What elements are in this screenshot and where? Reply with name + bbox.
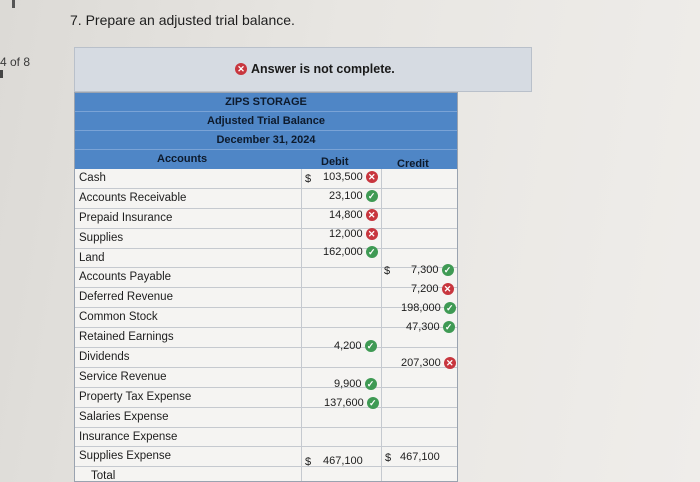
checkmark-icon: ✓ — [366, 397, 379, 409]
debit-cell[interactable]: 162,000 ✓ — [323, 246, 378, 258]
checkmark-icon: ✓ — [365, 246, 378, 258]
credit-value: 7,200 — [411, 283, 439, 295]
debit-cell[interactable]: 103,500 ✕ — [323, 171, 378, 183]
account-name[interactable]: Common Stock — [79, 311, 158, 324]
page-counter-bar — [0, 70, 3, 78]
account-name[interactable]: Service Revenue — [79, 370, 167, 383]
checkmark-icon: ✓ — [364, 340, 377, 352]
table-row: Land — [75, 249, 457, 269]
answer-status-message: ✕ Answer is not complete. — [235, 62, 395, 76]
account-name[interactable]: Total — [91, 470, 116, 482]
account-name[interactable]: Property Tax Expense — [79, 390, 192, 403]
total-debit-dollar-sign: $ — [305, 456, 312, 468]
table-row: Total — [75, 467, 457, 482]
credit-column-header: Credit — [397, 158, 429, 170]
table-header: ZIPS STORAGE Adjusted Trial Balance Dece… — [75, 93, 457, 170]
account-name[interactable]: Supplies — [79, 231, 124, 244]
accounts-column-header: Accounts — [157, 153, 208, 165]
statement-date: December 31, 2024 — [75, 131, 457, 150]
total-debit-value: 467,100 — [323, 455, 363, 467]
credit-value: 7,300 — [411, 264, 439, 276]
debit-cell[interactable]: 14,800 ✕ — [329, 209, 378, 221]
company-name: ZIPS STORAGE — [75, 93, 457, 112]
trial-balance-table: ZIPS STORAGE Adjusted Trial Balance Dece… — [74, 92, 458, 482]
table-row: Cash — [75, 169, 457, 189]
account-name[interactable]: Prepaid Insurance — [79, 211, 173, 224]
debit-value: 4,200 — [334, 340, 362, 352]
incorrect-icon: ✕ — [365, 228, 378, 240]
credit-value: 47,300 — [406, 321, 440, 333]
credit-value: 198,000 — [401, 302, 441, 314]
answer-status-banner: ✕ Answer is not complete. — [74, 47, 532, 92]
account-name[interactable]: Accounts Receivable — [79, 191, 187, 204]
table-row: Property Tax Expense — [75, 388, 457, 408]
debit-value: 12,000 — [329, 228, 363, 240]
incorrect-icon: ✕ — [441, 283, 454, 295]
debit-value: 14,800 — [329, 209, 363, 221]
account-name[interactable]: Supplies Expense — [79, 450, 172, 463]
account-name[interactable]: Insurance Expense — [79, 430, 178, 443]
debit-value: 137,600 — [324, 397, 364, 409]
debit-value: 162,000 — [323, 246, 363, 258]
table-row: Prepaid Insurance — [75, 209, 457, 229]
page-counter: 4 of 8 — [0, 55, 31, 69]
table-row: Deferred Revenue — [75, 288, 457, 309]
table-row: Supplies — [75, 229, 457, 249]
table-row: Salaries Expense — [75, 408, 457, 428]
total-credit-cell[interactable]: 467,100 — [400, 451, 440, 463]
table-row: Common Stock — [75, 308, 457, 329]
table-row: Retained Earnings — [75, 328, 457, 349]
scroll-tick — [12, 0, 15, 8]
credit-cell[interactable]: 7,200 ✕ — [411, 283, 454, 295]
table-row: Accounts Payable — [75, 268, 457, 289]
checkmark-icon: ✓ — [442, 321, 455, 333]
account-name[interactable]: Salaries Expense — [79, 410, 169, 423]
table-row: Supplies Expense — [75, 447, 457, 468]
total-debit-cell[interactable]: 467,100 — [323, 455, 363, 467]
checkmark-icon: ✓ — [365, 190, 378, 202]
debit-cell[interactable]: 23,100 ✓ — [329, 190, 378, 202]
credit-cell[interactable]: 7,300 ✓ — [411, 264, 454, 276]
account-name[interactable]: Deferred Revenue — [79, 291, 173, 304]
table-row: Dividends — [75, 348, 457, 368]
checkmark-icon: ✓ — [443, 302, 456, 314]
account-name[interactable]: Accounts Payable — [79, 271, 172, 284]
debit-value: 103,500 — [323, 171, 363, 183]
account-name[interactable]: Cash — [79, 172, 106, 184]
credit-cell[interactable]: 198,000 ✓ — [401, 302, 456, 314]
debit-cell[interactable]: 12,000 ✕ — [329, 228, 378, 240]
checkmark-icon: ✓ — [441, 264, 454, 276]
table-row: Accounts Receivable — [75, 189, 457, 209]
account-rows: Cash Accounts Receivable Prepaid Insurance… — [75, 169, 457, 482]
total-credit-value: 467,100 — [400, 451, 440, 463]
debit-dollar-sign: $ — [305, 173, 312, 185]
incorrect-icon: ✕ — [443, 357, 456, 369]
debit-cell[interactable]: 9,900 ✓ — [334, 378, 377, 390]
credit-cell[interactable]: 207,300 ✕ — [401, 357, 456, 369]
account-name[interactable]: Retained Earnings — [79, 331, 174, 344]
debit-value: 23,100 — [329, 190, 363, 202]
debit-column-divider — [301, 169, 302, 481]
debit-value: 9,900 — [334, 378, 362, 390]
table-row: Service Revenue — [75, 368, 457, 388]
credit-value: 207,300 — [401, 357, 441, 369]
question-text: 7. Prepare an adjusted trial balance. — [70, 12, 295, 28]
account-name[interactable]: Land — [79, 251, 105, 264]
credit-dollar-sign: $ — [384, 265, 391, 277]
account-name[interactable]: Dividends — [79, 351, 130, 364]
credit-cell[interactable]: 47,300 ✓ — [406, 321, 455, 333]
incorrect-icon: ✕ — [365, 209, 378, 221]
checkmark-icon: ✓ — [364, 378, 377, 390]
incorrect-icon: ✕ — [365, 171, 378, 183]
statement-title: Adjusted Trial Balance — [75, 112, 457, 131]
total-credit-dollar-sign: $ — [385, 452, 392, 464]
credit-column-divider — [381, 169, 382, 481]
table-row: Insurance Expense — [75, 428, 457, 448]
incorrect-icon: ✕ — [235, 63, 247, 75]
debit-cell[interactable]: 137,600 ✓ — [324, 397, 379, 409]
debit-column-header: Debit — [321, 156, 349, 168]
debit-cell[interactable]: 4,200 ✓ — [334, 340, 377, 352]
answer-status-text: Answer is not complete. — [251, 62, 395, 76]
